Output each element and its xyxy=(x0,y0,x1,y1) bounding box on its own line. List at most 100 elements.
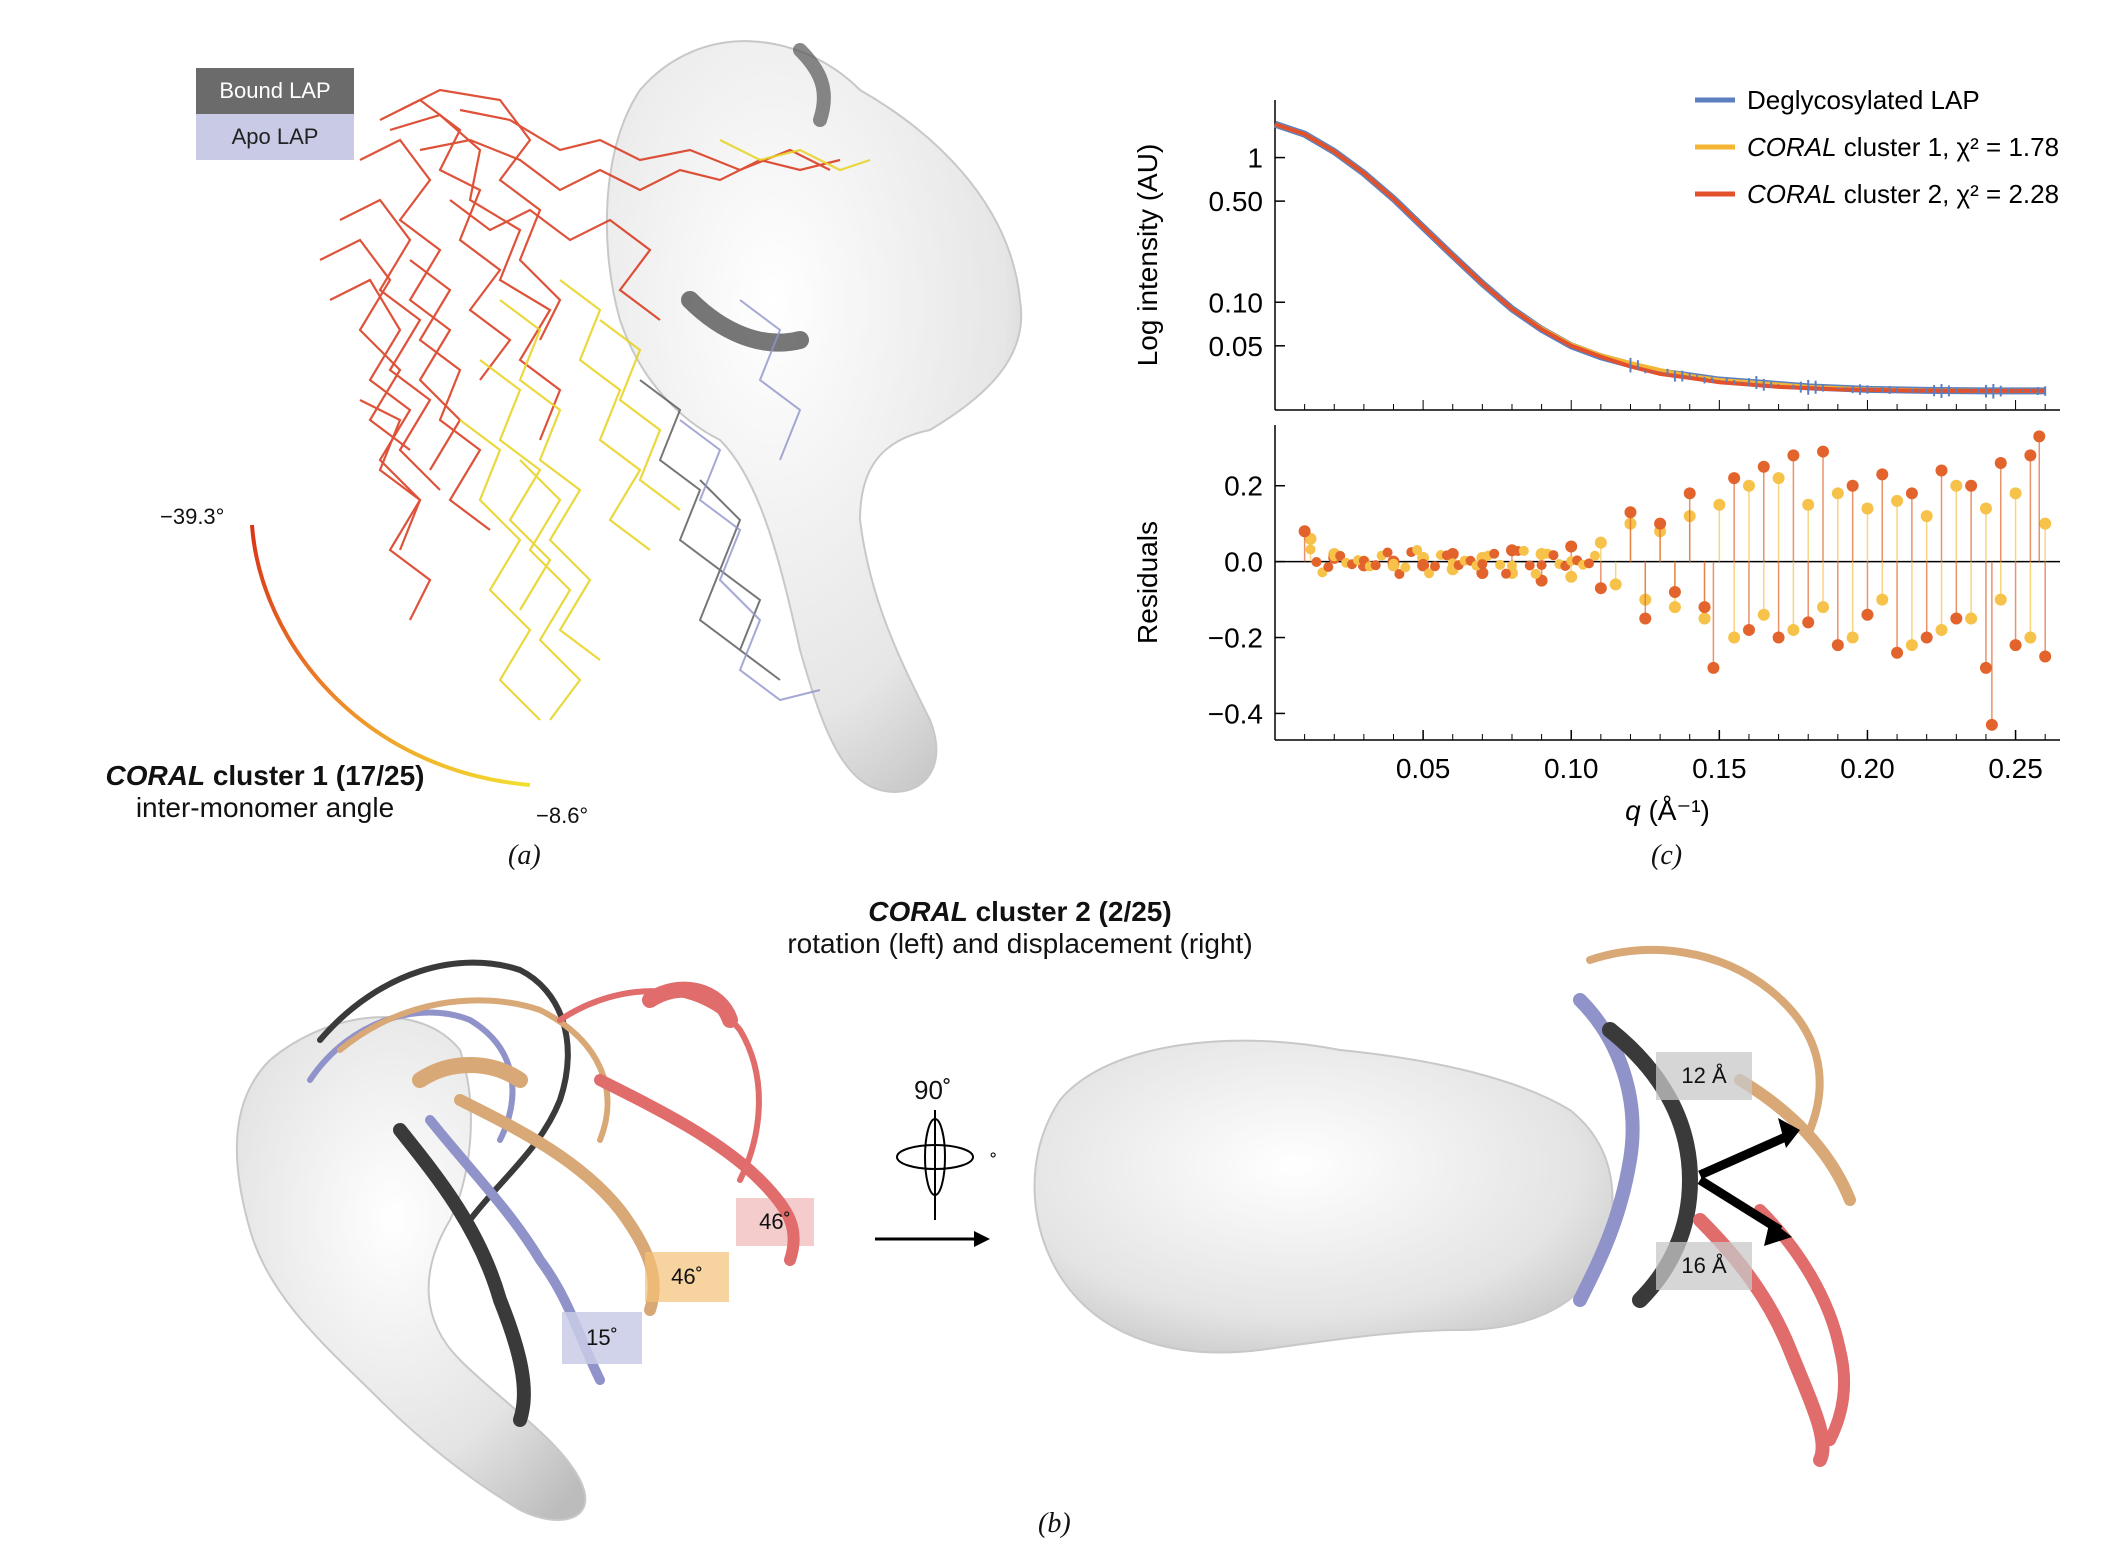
residual-point xyxy=(1985,718,1998,731)
residual-point xyxy=(1594,536,1607,549)
residual-point xyxy=(1639,612,1652,625)
residual-point xyxy=(1707,661,1720,674)
rotation-glyph xyxy=(875,1110,990,1247)
residual-point xyxy=(1994,593,2007,606)
residual-point xyxy=(1548,550,1559,561)
bottom-xlabel: q (Å⁻¹) xyxy=(1625,795,1710,826)
residual-point xyxy=(1476,567,1489,580)
residual-point xyxy=(2024,631,2037,644)
residual-point xyxy=(1979,502,1992,515)
angle-tag-red-label: 46˚ xyxy=(759,1209,791,1234)
residual-point xyxy=(1757,460,1770,473)
residual-point xyxy=(1831,487,1844,500)
residual-point xyxy=(1742,623,1755,636)
angle-high-label: −39.3° xyxy=(160,504,225,529)
angle-tag-apo-label: 15˚ xyxy=(586,1325,618,1350)
chart-legend: Deglycosylated LAP CORAL cluster 1, χ² = … xyxy=(1695,85,2059,209)
residual-point xyxy=(1787,449,1800,462)
bottom-xtick-label: 0.20 xyxy=(1840,753,1895,784)
residual-point xyxy=(1846,479,1859,492)
residual-point xyxy=(1668,601,1681,614)
residual-point xyxy=(1506,560,1517,571)
residual-point xyxy=(1802,616,1815,629)
residual-point xyxy=(1965,479,1978,492)
residual-point xyxy=(1489,548,1500,559)
residual-point xyxy=(1742,479,1755,492)
panel-b-caption-title: CORAL cluster 2 (2/25) xyxy=(580,896,1460,928)
distance-tag-12: 12 Å xyxy=(1656,1052,1752,1100)
residual-point xyxy=(1536,560,1547,571)
residual-point xyxy=(1713,498,1726,511)
legend-label-text: cluster 2, χ² = 2.28 xyxy=(1837,179,2059,209)
bottom-xtick-label: 0.05 xyxy=(1396,753,1451,784)
panel-a: Bound LAP Apo LAP xyxy=(0,0,1120,880)
residual-point xyxy=(1624,506,1637,519)
legend-label: CORAL cluster 2, χ² = 2.28 xyxy=(1747,179,2059,209)
residual-point xyxy=(1323,562,1334,573)
residual-point xyxy=(1979,661,1992,674)
panel-a-caption-sub: inter-monomer angle xyxy=(135,792,395,823)
residual-point xyxy=(1787,623,1800,636)
apo-traces xyxy=(679,299,821,702)
legend-label: Deglycosylated LAP xyxy=(1747,85,1980,115)
residual-point xyxy=(1530,568,1541,579)
rotation-small-degree: ˚ xyxy=(990,1150,998,1175)
panel-b-letter: (b) xyxy=(1038,1508,1071,1539)
residual-point xyxy=(1668,585,1681,598)
cluster2-structures-image xyxy=(235,946,1856,1521)
residual-point xyxy=(1846,631,1859,644)
top-ytick-label: 1 xyxy=(1247,143,1263,174)
angle-tag-red: 46˚ xyxy=(736,1198,814,1246)
intensity-series-2 xyxy=(1274,122,2046,393)
panel-b-caption: CORAL cluster 2 (2/25) rotation (left) a… xyxy=(580,896,1460,960)
residual-point xyxy=(1518,545,1529,556)
residual-point xyxy=(2039,517,2052,530)
bottom-ylabel: Residuals xyxy=(1132,521,1163,644)
bottom-xtick-label: 0.25 xyxy=(1988,753,2043,784)
displacement-arrows xyxy=(1697,1118,1800,1246)
residual-point xyxy=(1424,568,1435,579)
residual-point xyxy=(1589,550,1600,561)
top-ylabel: Log intensity (AU) xyxy=(1132,144,1163,367)
panel-a-caption-italic: CORAL xyxy=(105,760,206,791)
intensity-series-1 xyxy=(1274,122,2046,393)
legend-label-italic: CORAL xyxy=(1747,179,1837,209)
protein-surface xyxy=(605,40,1023,793)
panel-b-caption-sub: rotation (left) and displacement (right) xyxy=(787,928,1253,959)
residual-point xyxy=(1935,623,1948,636)
ensemble-structure-image xyxy=(250,40,1023,793)
residual-point xyxy=(1861,502,1874,515)
residual-point xyxy=(1394,568,1405,579)
residual-point xyxy=(1565,570,1578,583)
distance-tag-16-label: 16 Å xyxy=(1681,1253,1727,1278)
residual-point xyxy=(1728,472,1741,485)
angle-tag-tan-label: 46˚ xyxy=(671,1264,703,1289)
residual-point xyxy=(1891,494,1904,507)
residual-point xyxy=(1441,550,1452,561)
bottom-ytick-label: −0.2 xyxy=(1208,623,1263,654)
residual-point xyxy=(2033,430,2046,443)
residual-point xyxy=(1831,639,1844,652)
residual-point xyxy=(1683,487,1696,500)
residual-point xyxy=(2009,487,2022,500)
residual-point xyxy=(1935,464,1948,477)
top-ytick-label: 0.50 xyxy=(1209,186,1264,217)
legend-label-text: cluster 1, χ² = 1.78 xyxy=(1837,132,2059,162)
angle-tag-apo: 15˚ xyxy=(562,1312,642,1364)
angle-arc xyxy=(250,524,531,787)
xlabel-rest: (Å⁻¹) xyxy=(1641,795,1710,826)
intensity-axes: 1 0.50 0.10 0.05 Log intensity (AU) xyxy=(1132,100,2060,411)
residual-point xyxy=(1524,560,1535,571)
residual-point xyxy=(1905,639,1918,652)
residual-point xyxy=(1501,568,1512,579)
residual-point xyxy=(1298,525,1311,538)
residual-point xyxy=(1757,608,1770,621)
residual-point xyxy=(1965,612,1978,625)
residual-point xyxy=(1728,631,1741,644)
distance-tag-16: 16 Å xyxy=(1656,1242,1752,1290)
rotation-label: 90˚ xyxy=(914,1075,952,1105)
panel-c-letter: (c) xyxy=(1651,840,1683,871)
top-ytick-label: 0.05 xyxy=(1209,331,1264,362)
residual-point xyxy=(1891,646,1904,659)
residual-point xyxy=(1861,608,1874,621)
